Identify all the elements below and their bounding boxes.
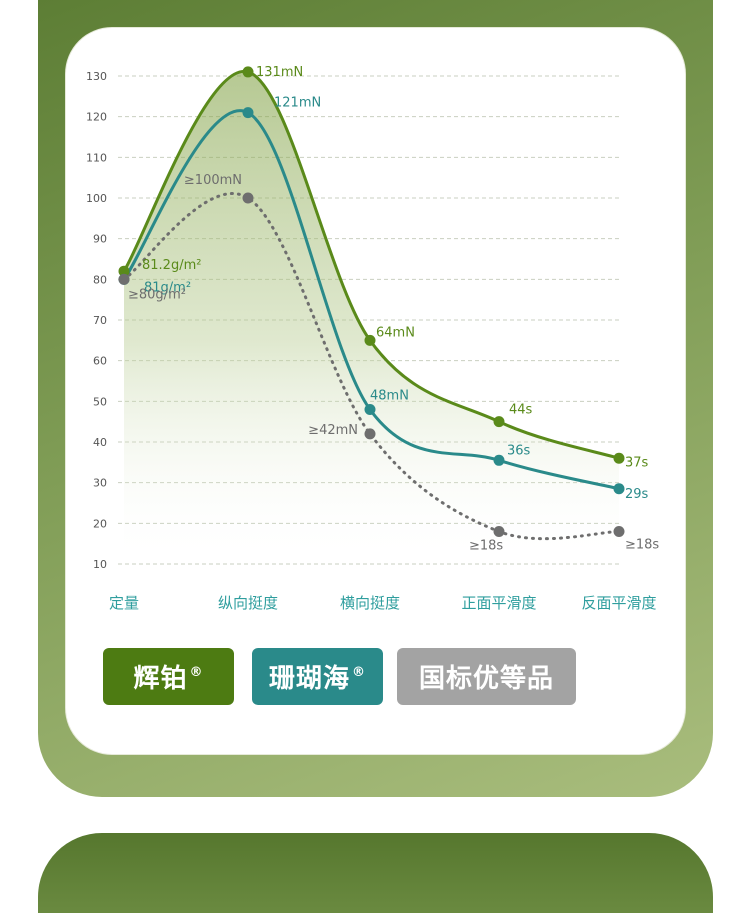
data-label: 81g/m²	[144, 280, 191, 295]
data-point	[493, 454, 505, 466]
y-tick-label: 10	[93, 558, 107, 571]
y-tick-label: 80	[93, 273, 107, 286]
data-point	[118, 273, 130, 285]
data-point	[493, 416, 505, 428]
data-point	[242, 192, 254, 204]
data-point	[364, 334, 376, 346]
data-labels: 81.2g/m² 131mN 64mN 44s 37s 81g/m² 121mN 48mN 36…	[128, 65, 659, 554]
data-point	[364, 403, 376, 415]
y-tick-label: 30	[93, 477, 107, 490]
data-label: 37s	[625, 455, 649, 470]
data-label: ≥42mN	[308, 423, 358, 438]
registered-mark: ®	[352, 665, 366, 680]
x-tick-label: 横向挺度	[340, 594, 400, 612]
data-point	[613, 483, 625, 495]
legend-huibo-button: 辉铂 ®	[103, 648, 234, 705]
data-label: ≥100mN	[184, 173, 242, 188]
data-label: ≥18s	[625, 537, 659, 552]
data-label: 29s	[625, 487, 649, 502]
legend-shanhuhai-button: 珊瑚海 ®	[252, 648, 383, 705]
x-tick-label: 反面平滑度	[581, 594, 656, 612]
y-tick-label: 120	[86, 111, 107, 124]
y-tick-label: 50	[93, 395, 107, 408]
x-tick-label: 纵向挺度	[218, 594, 278, 612]
data-label: 121mN	[274, 96, 321, 111]
x-axis-labels: 定量 纵向挺度 横向挺度 正面平滑度 反面平滑度	[109, 594, 657, 612]
y-tick-label: 70	[93, 314, 107, 327]
data-point	[118, 265, 130, 277]
data-label: 64mN	[376, 325, 415, 340]
data-point	[242, 66, 254, 78]
data-point	[493, 525, 505, 537]
x-tick-label: 定量	[109, 594, 139, 612]
legend-guobiao-button: 国标优等品	[397, 648, 576, 705]
series-line	[122, 70, 621, 460]
data-point	[613, 452, 625, 464]
data-point	[613, 525, 625, 537]
data-label: 44s	[509, 403, 533, 418]
y-tick-label: 90	[93, 233, 107, 246]
y-tick-label: 100	[86, 192, 107, 205]
line-chart: 81.2g/m² 131mN 64mN 44s 37s 81g/m² 121mN 48mN 36…	[86, 65, 659, 612]
data-label: 131mN	[256, 65, 303, 80]
y-tick-label: 110	[86, 151, 107, 164]
data-points	[118, 66, 625, 537]
legend-shanhuhai-label: 珊瑚海	[268, 664, 350, 694]
data-point	[242, 107, 254, 119]
x-tick-label: 正面平滑度	[461, 594, 536, 612]
data-label: 36s	[507, 443, 531, 458]
y-tick-label: 20	[93, 517, 107, 530]
legend-huibo-label: 辉铂	[133, 664, 188, 694]
data-label: ≥18s	[469, 538, 503, 553]
y-tick-label: 40	[93, 436, 107, 449]
series-line	[122, 192, 621, 541]
series-lines	[122, 70, 621, 541]
data-label: ≥80g/m²	[128, 287, 186, 302]
data-label: 48mN	[370, 388, 409, 403]
registered-mark: ®	[189, 665, 204, 680]
y-tick-label: 60	[93, 355, 107, 368]
y-tick-label: 130	[86, 70, 107, 83]
legend-guobiao-label: 国标优等品	[418, 664, 554, 694]
data-point	[364, 428, 376, 440]
series-line	[122, 109, 621, 491]
y-axis-ticks: 10 20 30 40 50 60 70 80 90 100 110 120 130	[86, 70, 107, 571]
data-label: 81.2g/m²	[142, 258, 201, 273]
